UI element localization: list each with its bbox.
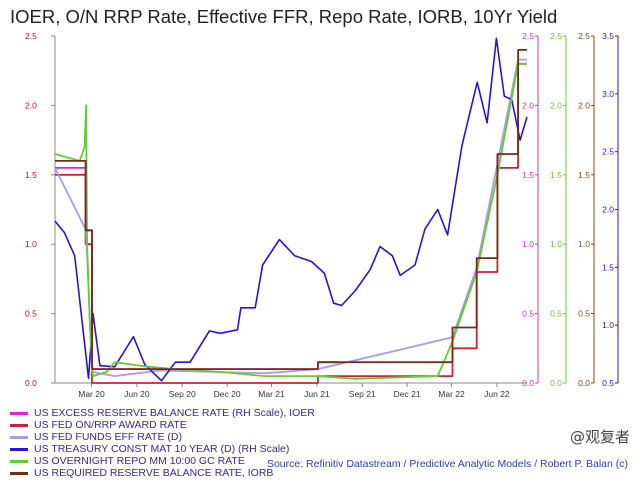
magenta-axis-tick-label: 2.0 (522, 100, 534, 110)
series-line (54, 37, 528, 382)
x-axis-tick-label: Sep 21 (349, 389, 376, 399)
magenta-axis-tick-label: 2.5 (522, 31, 534, 41)
legend-item-ioer: US EXCESS RESERVE BALANCE RATE (RH Scale… (10, 407, 630, 419)
blue-axis-tick-label: 2.5 (602, 147, 614, 157)
left-axis-tick-label: 0.0 (25, 378, 37, 388)
left-axis-tick-label: 1.0 (25, 239, 37, 249)
magenta-axis-tick-label: 1.0 (522, 239, 534, 249)
blue-axis-tick-label: 1.0 (602, 320, 614, 330)
legend-label: US REQUIRED RESERVE BALANCE RATE, IORB (34, 467, 274, 479)
legend-label: US FED ON/RRP AWARD RATE (34, 419, 187, 431)
legend-label: US TREASURY CONST MAT 10 YEAR (D) (RH Sc… (34, 443, 290, 455)
green-axis-tick-label: 1.5 (550, 170, 562, 180)
magenta-axis-tick-label: 0.0 (522, 378, 534, 388)
brown-axis-tick-label: 1.0 (578, 239, 590, 249)
x-axis-tick-label: Dec 21 (394, 389, 421, 399)
legend-item-effr: US FED FUNDS EFF RATE (D) (10, 431, 630, 443)
brown-axis-tick-label: 0.5 (578, 309, 590, 319)
left-axis-tick-label: 2.0 (25, 100, 37, 110)
legend-swatch (10, 471, 28, 475)
blue-axis-tick-label: 3.5 (602, 31, 614, 41)
x-axis-tick-label: Mar 20 (78, 389, 105, 399)
brown-axis-tick-label: 2.5 (578, 31, 590, 41)
brown-axis-tick-label: 1.5 (578, 170, 590, 180)
legend-swatch (10, 411, 28, 415)
legend-item-onrrp: US FED ON/RRP AWARD RATE (10, 419, 630, 431)
legend-swatch (10, 447, 28, 451)
green-axis-tick-label: 2.5 (550, 31, 562, 41)
blue-axis-tick-label: 2.0 (602, 205, 614, 215)
left-axis-tick-label: 1.5 (25, 170, 37, 180)
x-axis-tick-label: Sep 20 (169, 389, 196, 399)
series-layer (54, 37, 528, 384)
legend-item-10yr: US TREASURY CONST MAT 10 YEAR (D) (RH Sc… (10, 443, 630, 455)
legend-label: US EXCESS RESERVE BALANCE RATE (RH Scale… (34, 407, 315, 419)
legend-swatch (10, 459, 28, 463)
legend-swatch (10, 435, 28, 439)
x-axis-tick-label: Dec 20 (214, 389, 241, 399)
legend-item-repo: US OVERNIGHT REPO MM 10:00 GC RATE (10, 455, 630, 467)
source-note: Source: Refinitiv Datastream / Predictiv… (266, 458, 628, 470)
x-axis-tick-label: Jun 21 (304, 389, 330, 399)
legend-item-iorb: US REQUIRED RESERVE BALANCE RATE, IORB (10, 467, 630, 479)
legend-label: US FED FUNDS EFF RATE (D) (34, 431, 182, 443)
blue-axis-tick-label: 1.5 (602, 262, 614, 272)
legend-swatch (10, 423, 28, 427)
axes: 2.5 2.0 1.5 1.0 0.5 0.0 Mar 20 Jun 20 Sep 20 Dec … (25, 31, 619, 399)
x-axis-tick-label: Jun 20 (124, 389, 150, 399)
left-axis-tick-label: 2.5 (25, 31, 37, 41)
magenta-axis-tick-label: 0.5 (522, 309, 534, 319)
green-axis-tick-label: 0.5 (550, 309, 562, 319)
legend-label: US OVERNIGHT REPO MM 10:00 GC RATE (34, 455, 245, 467)
chart-title: IOER, O/N RRP Rate, Effective FFR, Repo … (10, 6, 557, 27)
brown-axis-tick-label: 0.0 (578, 378, 590, 388)
left-axis-tick-label: 0.5 (25, 309, 37, 319)
brown-axis-tick-label: 2.0 (578, 100, 590, 110)
green-axis-tick-label: 2.0 (550, 100, 562, 110)
blue-axis-tick-label: 3.0 (602, 89, 614, 99)
blue-axis-tick-label: 0.5 (602, 378, 614, 388)
green-axis-tick-label: 0.0 (550, 378, 562, 388)
legend: US EXCESS RESERVE BALANCE RATE (RH Scale… (10, 407, 630, 479)
green-axis-tick-label: 1.0 (550, 239, 562, 249)
x-axis-tick-label: Mar 22 (438, 389, 465, 399)
series-line (55, 49, 527, 370)
series-line (54, 62, 527, 380)
series-line (55, 62, 527, 384)
series-line (55, 167, 339, 370)
x-axis-tick-label: Jun 22 (484, 389, 510, 399)
watermark-text: @观复者 (569, 428, 630, 446)
x-axis-tick-label: Mar 21 (258, 389, 285, 399)
watermark: @观复者 (570, 426, 630, 447)
chart: IOER, O/N RRP Rate, Effective FFR, Repo … (10, 6, 619, 399)
magenta-axis-tick-label: 1.5 (522, 170, 534, 180)
